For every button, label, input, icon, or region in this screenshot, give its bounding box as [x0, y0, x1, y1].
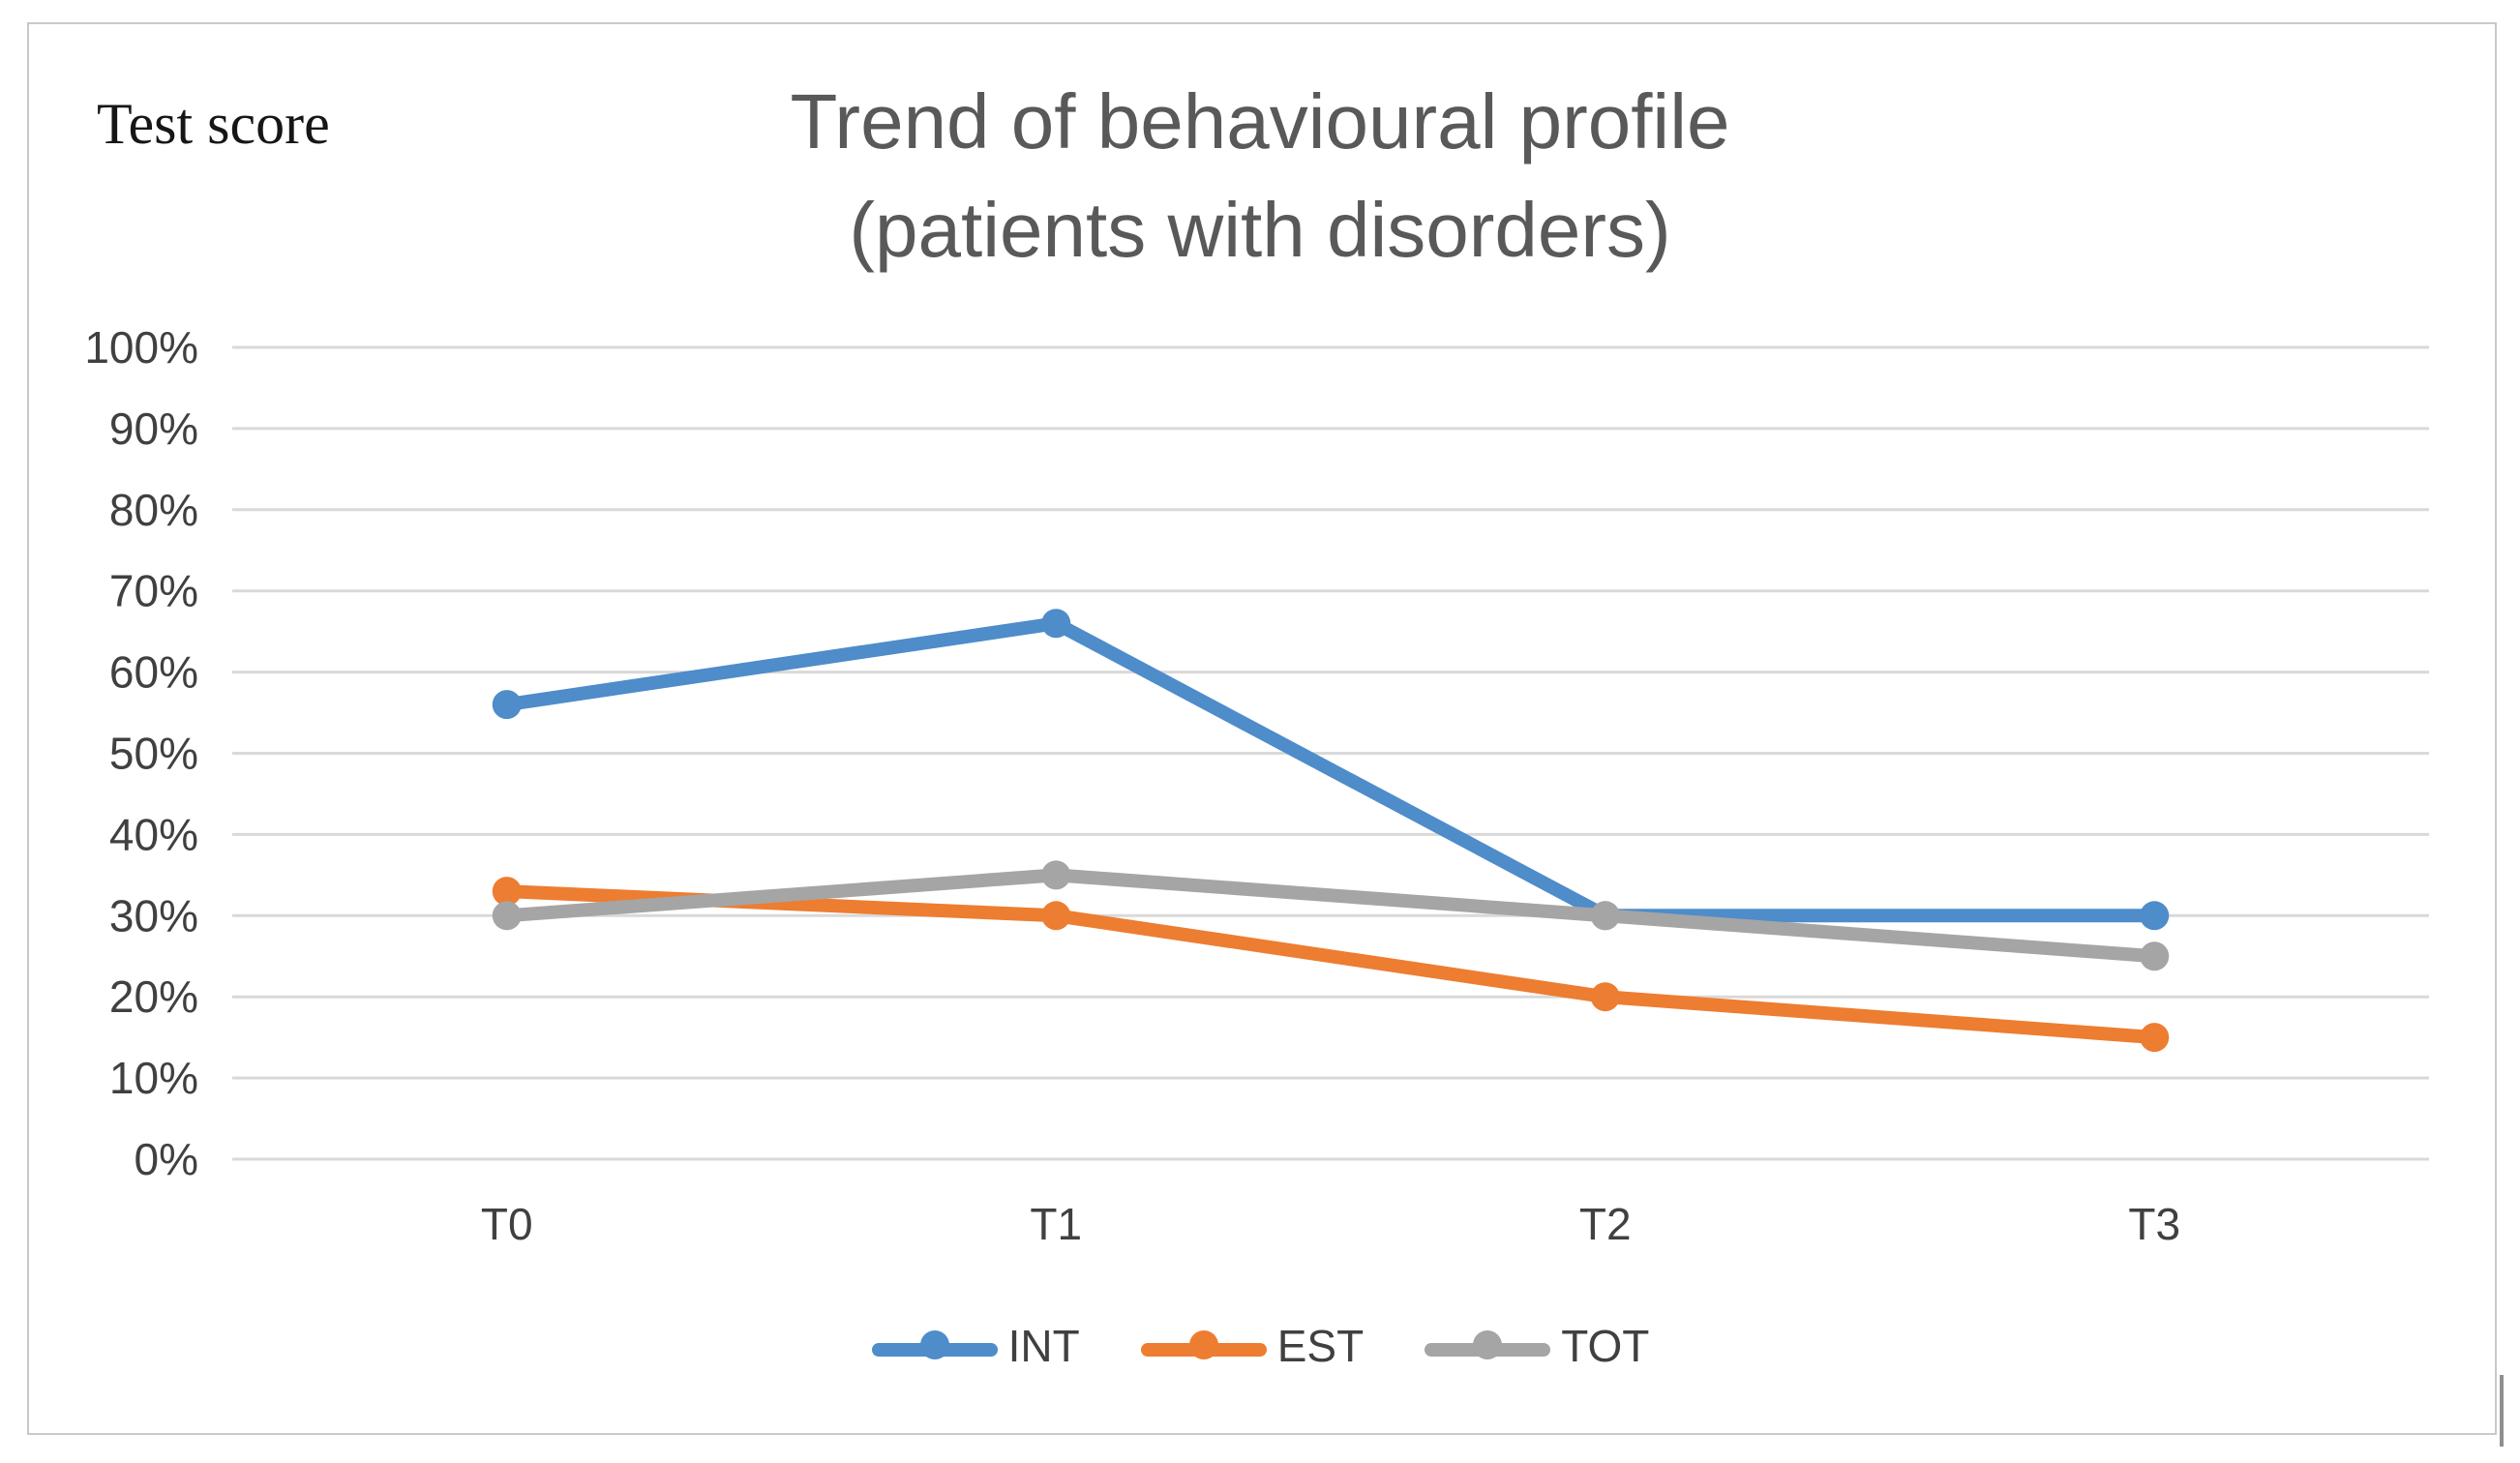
- legend-label-int: INT: [1007, 1321, 1080, 1371]
- series-line-tot: [499, 868, 2162, 964]
- chart-title-line1: Trend of behavioural profile: [790, 78, 1730, 164]
- chart-legend: INT EST TOT: [0, 1320, 2520, 1372]
- legend-marker-int-icon: [871, 1330, 998, 1359]
- series-line-int: [499, 616, 2162, 923]
- data-point-int-T0: [492, 690, 522, 720]
- y-tick-label-70%: 70%: [109, 566, 198, 616]
- scrollbar-fragment: [2500, 1375, 2504, 1447]
- x-tick-label-T3: T3: [2128, 1199, 2180, 1249]
- x-tick-label-T2: T2: [1579, 1199, 1632, 1249]
- chart-title-line2: (patients with disorders): [849, 187, 1671, 273]
- y-tick-label-90%: 90%: [109, 403, 198, 454]
- series-line-est: [499, 884, 2162, 1045]
- x-tick-label-T1: T1: [1030, 1199, 1082, 1249]
- y-tick-label-30%: 30%: [109, 890, 198, 940]
- legend-item-est: EST: [1140, 1320, 1364, 1372]
- data-point-est-T0: [492, 877, 522, 907]
- data-point-int-T1: [1041, 609, 1071, 639]
- y-tick-label-40%: 40%: [109, 809, 198, 859]
- y-tick-label-50%: 50%: [109, 729, 198, 779]
- data-point-int-T3: [2140, 901, 2170, 931]
- data-point-est-T3: [2140, 1023, 2170, 1053]
- data-point-est-T1: [1041, 901, 1071, 931]
- data-point-tot-T2: [1590, 901, 1620, 931]
- y-tick-label-20%: 20%: [109, 971, 198, 1022]
- data-point-tot-T3: [2140, 941, 2170, 971]
- chart-title: Trend of behavioural profile (patients w…: [0, 68, 2520, 284]
- legend-marker-tot-icon: [1425, 1330, 1551, 1359]
- legend-marker-est-icon: [1140, 1330, 1267, 1359]
- y-tick-label-80%: 80%: [109, 485, 198, 535]
- legend-item-int: INT: [871, 1320, 1080, 1372]
- data-point-est-T2: [1590, 982, 1620, 1012]
- x-tick-label-T0: T0: [481, 1199, 533, 1249]
- data-point-tot-T1: [1041, 860, 1071, 890]
- legend-label-tot: TOT: [1561, 1321, 1650, 1371]
- y-tick-label-60%: 60%: [109, 647, 198, 698]
- legend-item-tot: TOT: [1424, 1320, 1649, 1372]
- y-tick-label-0%: 0%: [135, 1134, 198, 1184]
- y-tick-label-100%: 100%: [84, 322, 198, 373]
- data-point-tot-T0: [492, 901, 522, 931]
- y-axis-title: Test score: [97, 92, 330, 156]
- y-tick-label-10%: 10%: [109, 1053, 198, 1103]
- legend-label-est: EST: [1276, 1321, 1365, 1371]
